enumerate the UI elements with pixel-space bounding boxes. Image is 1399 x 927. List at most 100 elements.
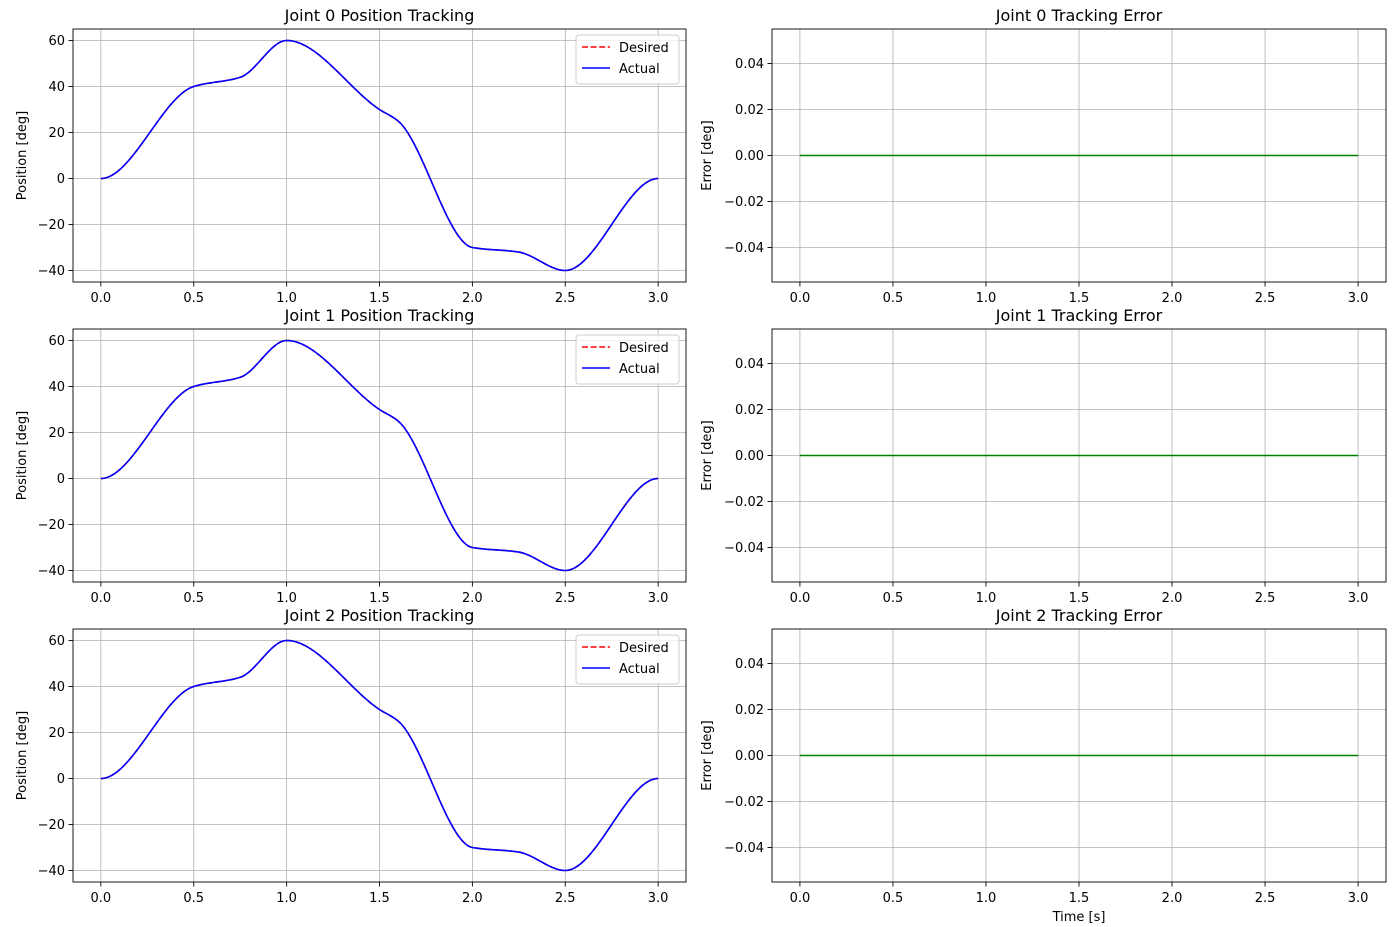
chart-panel-2: 0.0 0.5 1.0 1.5 2.0 2.5 3.0 −40 −20 0 20 40 60 Joint … <box>15 306 687 606</box>
x-tick-label: 1.5 <box>369 291 390 306</box>
chart-title: Joint 2 Tracking Error <box>995 606 1163 625</box>
x-tick-label: 0.5 <box>183 291 204 306</box>
y-tick-label: −0.02 <box>724 495 764 510</box>
y-axis-label: Position [deg] <box>15 711 30 800</box>
x-tick-label: 1.0 <box>976 891 997 906</box>
x-tick-label: 2.0 <box>462 291 483 306</box>
x-tick-label: 1.0 <box>276 291 297 306</box>
y-tick-label: −20 <box>38 518 65 533</box>
x-tick-label: 3.0 <box>1348 291 1369 306</box>
x-tick-label: 2.0 <box>1162 891 1183 906</box>
x-axis-label: Time [s] <box>1052 910 1106 925</box>
y-tick-label: 40 <box>48 680 65 695</box>
x-tick-label: 0.0 <box>91 591 112 606</box>
x-tick-label: 1.0 <box>976 591 997 606</box>
series-line-actual <box>100 339 659 572</box>
chart-title: Joint 1 Position Tracking <box>284 306 475 325</box>
x-tick-label: 2.5 <box>1255 891 1276 906</box>
y-tick-label: 0 <box>57 772 65 787</box>
y-axis-label: Error [deg] <box>700 420 715 490</box>
chart-title: Joint 0 Tracking Error <box>995 6 1163 25</box>
y-tick-label: 0.00 <box>735 749 764 764</box>
legend-label-actual: Actual <box>619 662 660 677</box>
x-tick-label: 2.5 <box>555 591 576 606</box>
y-tick-label: 40 <box>48 80 65 95</box>
y-axis-label: Position [deg] <box>15 411 30 500</box>
x-tick-label: 2.0 <box>462 891 483 906</box>
y-tick-label: −40 <box>38 864 65 879</box>
y-tick-label: −0.02 <box>724 795 764 810</box>
series-line-actual <box>100 639 659 872</box>
legend-label-actual: Actual <box>619 62 660 77</box>
y-tick-label: −0.04 <box>724 241 764 256</box>
y-tick-label: 20 <box>48 126 65 141</box>
y-tick-label: 0.00 <box>735 449 764 464</box>
y-tick-label: 0.00 <box>735 149 764 164</box>
x-tick-label: 3.0 <box>648 291 669 306</box>
chart-panel-4: 0.0 0.5 1.0 1.5 2.0 2.5 3.0 −40 −20 0 20 40 60 Joint … <box>15 606 687 906</box>
chart-panel-0: 0.0 0.5 1.0 1.5 2.0 2.5 3.0 −40 −20 0 20 40 60 Joint … <box>15 6 687 306</box>
x-tick-label: 2.5 <box>555 891 576 906</box>
y-tick-label: −0.04 <box>724 541 764 556</box>
legend-label-desired: Desired <box>619 41 669 56</box>
x-tick-label: 0.0 <box>790 891 811 906</box>
y-axis-label: Error [deg] <box>700 120 715 190</box>
y-tick-label: 40 <box>48 380 65 395</box>
x-tick-label: 1.0 <box>276 891 297 906</box>
x-tick-label: 0.5 <box>883 891 904 906</box>
chart-title: Joint 0 Position Tracking <box>284 6 475 25</box>
chart-title: Joint 2 Position Tracking <box>284 606 475 625</box>
series-line-actual <box>100 39 659 272</box>
x-tick-label: 1.5 <box>1069 591 1090 606</box>
y-tick-label: 0.04 <box>735 657 764 672</box>
y-tick-label: 60 <box>48 334 65 349</box>
x-tick-label: 0.0 <box>91 891 112 906</box>
y-tick-label: 20 <box>48 426 65 441</box>
chart-panel-1: 0.0 0.5 1.0 1.5 2.0 2.5 3.0 −0.04 −0.02 0.00 0.02 0… <box>700 6 1387 306</box>
x-tick-label: 2.0 <box>1162 291 1183 306</box>
x-tick-label: 0.5 <box>183 891 204 906</box>
legend-label-desired: Desired <box>619 341 669 356</box>
y-tick-label: −0.02 <box>724 195 764 210</box>
x-tick-label: 0.0 <box>790 591 811 606</box>
y-tick-label: −40 <box>38 264 65 279</box>
x-tick-label: 2.0 <box>1162 591 1183 606</box>
x-tick-label: 0.5 <box>183 591 204 606</box>
x-tick-label: 3.0 <box>1348 591 1369 606</box>
chart-title: Joint 1 Tracking Error <box>995 306 1163 325</box>
y-tick-label: 0 <box>57 472 65 487</box>
chart-panel-5: 0.0 0.5 1.0 1.5 2.0 2.5 3.0 −0.04 −0.02 0.00 0.02 0… <box>700 606 1387 925</box>
x-tick-label: 3.0 <box>1348 891 1369 906</box>
x-tick-label: 2.0 <box>462 591 483 606</box>
x-tick-label: 2.5 <box>1255 291 1276 306</box>
x-tick-label: 1.5 <box>369 891 390 906</box>
y-tick-label: 20 <box>48 726 65 741</box>
x-tick-label: 2.5 <box>1255 591 1276 606</box>
y-tick-label: −20 <box>38 218 65 233</box>
y-axis-label: Error [deg] <box>700 720 715 790</box>
y-axis-label: Position [deg] <box>15 111 30 200</box>
x-tick-label: 1.0 <box>976 291 997 306</box>
y-tick-label: 0.02 <box>735 703 764 718</box>
x-tick-label: 0.0 <box>790 291 811 306</box>
x-tick-label: 3.0 <box>648 591 669 606</box>
x-tick-label: 1.0 <box>276 591 297 606</box>
y-tick-label: 60 <box>48 34 65 49</box>
y-tick-label: −20 <box>38 818 65 833</box>
y-tick-label: 0.04 <box>735 57 764 72</box>
y-tick-label: 60 <box>48 634 65 649</box>
y-tick-label: 0.02 <box>735 103 764 118</box>
x-tick-label: 1.5 <box>369 591 390 606</box>
y-tick-label: 0.02 <box>735 403 764 418</box>
x-tick-label: 3.0 <box>648 891 669 906</box>
y-tick-label: −0.04 <box>724 841 764 856</box>
y-tick-label: −40 <box>38 564 65 579</box>
y-tick-label: 0 <box>57 172 65 187</box>
x-tick-label: 0.5 <box>883 291 904 306</box>
legend-label-actual: Actual <box>619 362 660 377</box>
x-tick-label: 1.5 <box>1069 291 1090 306</box>
x-tick-label: 0.0 <box>91 291 112 306</box>
legend-label-desired: Desired <box>619 641 669 656</box>
x-tick-label: 0.5 <box>883 591 904 606</box>
